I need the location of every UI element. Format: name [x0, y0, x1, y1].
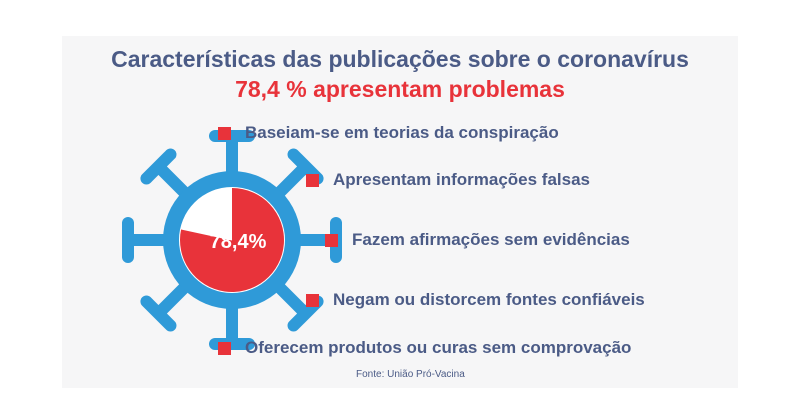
virus-spike-cap: [140, 148, 177, 185]
bullet-item: Baseiam-se em teorias da conspiração: [218, 123, 559, 143]
bullet-marker-icon: [306, 293, 319, 307]
virus-spike-cap: [140, 295, 177, 332]
bullet-marker-icon: [218, 126, 231, 140]
bullet-marker-icon: [306, 173, 319, 187]
bullet-item: Negam ou distorcem fontes confiáveis: [306, 290, 645, 310]
bullet-text: Baseiam-se em teorias da conspiração: [245, 123, 559, 142]
source-note: Fonte: União Pró-Vacina: [356, 369, 465, 380]
bullet-item: Oferecem produtos ou curas sem comprovaç…: [218, 338, 631, 358]
bullet-text: Apresentam informações falsas: [333, 170, 590, 189]
pie-slice-problems: [179, 188, 284, 293]
bullet-text: Negam ou distorcem fontes confiáveis: [333, 290, 645, 309]
bullet-item: Fazem afirmações sem evidências: [325, 230, 630, 250]
bullet-item: Apresentam informações falsas: [306, 170, 590, 190]
chart-subtitle: 78,4 % apresentam problemas: [235, 76, 565, 102]
pie-divider: [181, 228, 233, 241]
pie-value-label: 78,4%: [210, 231, 267, 253]
bullet-marker-icon: [218, 341, 231, 355]
bullet-marker-icon: [325, 233, 338, 247]
bullet-text: Oferecem produtos ou curas sem comprovaç…: [245, 338, 632, 357]
chart-title: Características das publicações sobre o …: [111, 46, 689, 72]
bullet-text: Fazem afirmações sem evidências: [352, 230, 630, 249]
